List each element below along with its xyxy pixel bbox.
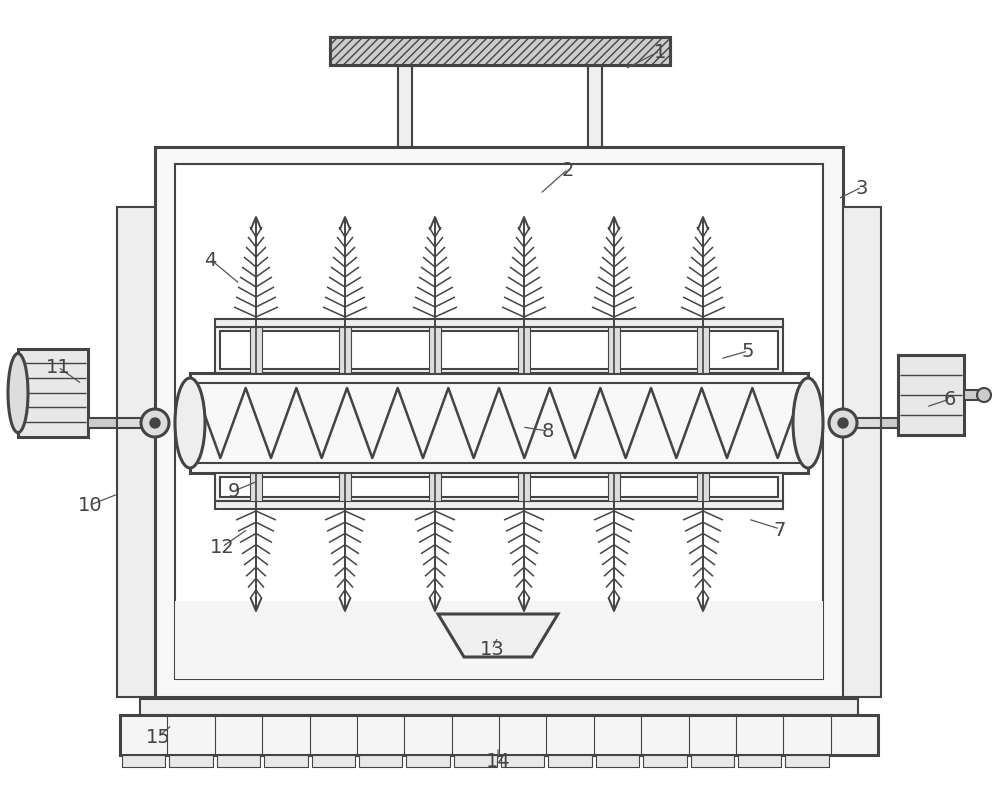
Bar <box>406 755 450 767</box>
Text: 6: 6 <box>944 390 956 409</box>
Circle shape <box>829 410 857 437</box>
Bar <box>898 355 964 435</box>
Bar <box>596 755 639 767</box>
Bar <box>122 755 165 767</box>
Bar <box>175 164 823 679</box>
Bar <box>215 501 783 509</box>
Bar <box>429 327 441 374</box>
Bar <box>843 208 881 697</box>
Bar <box>117 208 155 697</box>
Bar <box>88 419 117 428</box>
Bar <box>215 327 783 374</box>
Bar <box>785 755 829 767</box>
Circle shape <box>977 388 991 403</box>
Bar <box>117 419 155 428</box>
Bar <box>155 148 843 697</box>
Ellipse shape <box>8 354 28 433</box>
Text: 4: 4 <box>204 250 216 269</box>
Bar <box>429 473 441 501</box>
Text: 5: 5 <box>742 342 754 361</box>
Bar <box>697 327 709 374</box>
Bar <box>169 755 213 767</box>
Circle shape <box>838 419 848 428</box>
Bar <box>608 327 620 374</box>
Text: 7: 7 <box>774 520 786 539</box>
Bar <box>220 477 778 497</box>
Bar <box>881 419 898 428</box>
Bar <box>190 374 808 473</box>
Text: 2: 2 <box>562 160 574 180</box>
Bar <box>264 755 308 767</box>
Ellipse shape <box>175 379 205 468</box>
Bar <box>518 327 530 374</box>
Bar <box>175 602 823 679</box>
Bar <box>690 755 734 767</box>
Bar <box>518 473 530 501</box>
Bar <box>312 755 355 767</box>
Text: 12: 12 <box>210 538 234 557</box>
Bar <box>339 327 351 374</box>
Polygon shape <box>438 614 558 657</box>
Bar <box>454 755 497 767</box>
Bar <box>548 755 592 767</box>
Bar <box>250 327 262 374</box>
Text: 8: 8 <box>542 422 554 441</box>
Text: 9: 9 <box>228 482 240 501</box>
Ellipse shape <box>793 379 823 468</box>
Bar <box>843 419 881 428</box>
Text: 1: 1 <box>654 43 666 62</box>
Bar <box>250 473 262 501</box>
Bar <box>501 755 544 767</box>
Bar <box>588 66 602 148</box>
Bar <box>398 66 412 148</box>
Bar <box>18 350 88 437</box>
Text: 11: 11 <box>46 358 70 377</box>
Circle shape <box>150 419 160 428</box>
Text: 15: 15 <box>146 727 170 747</box>
Bar <box>738 755 781 767</box>
Text: 3: 3 <box>856 178 868 197</box>
Bar <box>220 331 778 370</box>
Bar <box>964 391 984 400</box>
Bar <box>643 755 686 767</box>
Bar <box>140 699 858 715</box>
Bar <box>215 473 783 501</box>
Bar <box>608 473 620 501</box>
Bar <box>359 755 402 767</box>
Circle shape <box>141 410 169 437</box>
Bar <box>697 473 709 501</box>
Text: 14: 14 <box>486 751 510 771</box>
Bar <box>339 473 351 501</box>
Text: 10: 10 <box>78 496 102 515</box>
Bar <box>217 755 260 767</box>
Bar <box>330 38 670 66</box>
Bar <box>215 320 783 327</box>
Bar <box>330 38 670 66</box>
Text: 13: 13 <box>480 640 504 658</box>
Bar <box>120 715 878 755</box>
